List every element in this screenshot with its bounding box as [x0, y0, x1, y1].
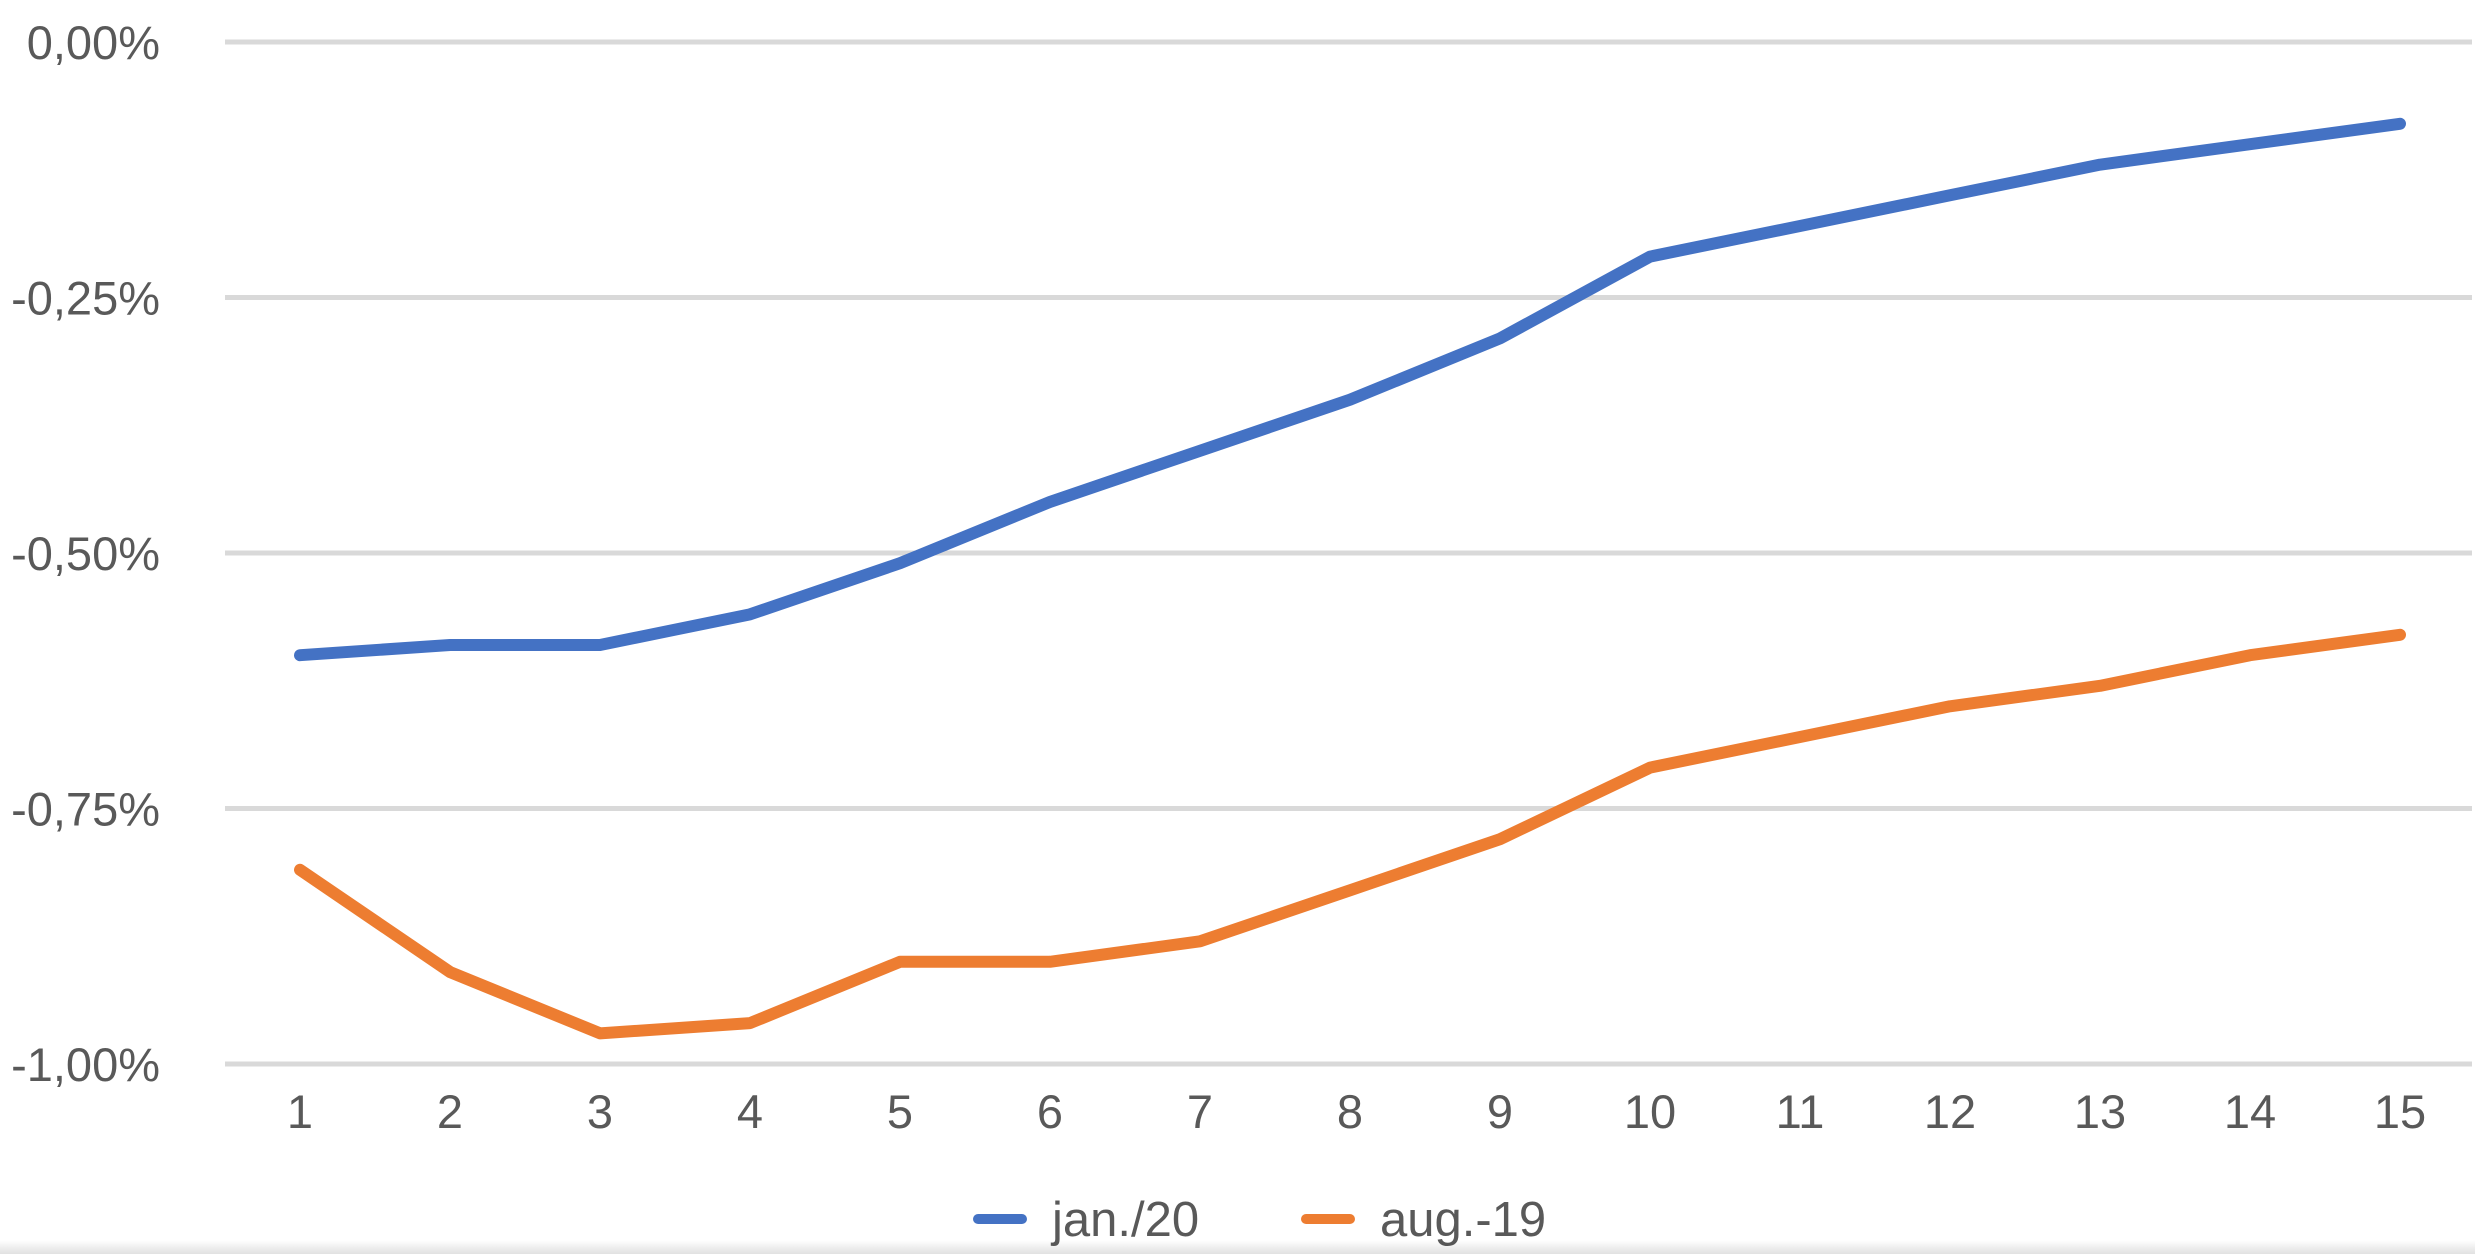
legend: jan./20 aug.-19	[973, 1193, 1546, 1247]
x-tick-label: 6	[1037, 1085, 1063, 1138]
x-tick-label: 5	[887, 1085, 913, 1138]
x-tick-label: 14	[2224, 1085, 2276, 1138]
x-tick-label: 12	[1924, 1085, 1976, 1138]
legend-label: aug.-19	[1380, 1193, 1546, 1247]
gridlines	[225, 39, 2472, 1067]
series-line-2	[294, 628, 2406, 1040]
x-tick-label: 7	[1187, 1085, 1213, 1138]
x-tick-label: 3	[587, 1085, 613, 1138]
y-axis-ticks: 0,00% -0,25% -0,50% -0,75% -1,00%	[11, 16, 160, 1091]
x-tick-label: 4	[737, 1085, 763, 1138]
x-tick-label: 1	[287, 1085, 313, 1138]
x-tick-label: 8	[1337, 1085, 1363, 1138]
legend-label: jan./20	[1050, 1193, 1199, 1247]
x-tick-label: 11	[1776, 1085, 1825, 1138]
x-tick-label: 13	[2074, 1085, 2126, 1138]
bottom-edge-shadow	[0, 1240, 2475, 1254]
y-tick-label: 0,00%	[27, 16, 160, 69]
y-tick-label: -0,75%	[11, 783, 160, 836]
series-lines	[294, 117, 2406, 1040]
x-tick-label: 10	[1624, 1085, 1676, 1138]
y-tick-label: -1,00%	[11, 1038, 160, 1091]
y-tick-label: -0,50%	[11, 527, 160, 580]
series-line-1	[294, 117, 2406, 662]
x-tick-label: 2	[437, 1085, 463, 1138]
x-axis-ticks: 1 2 3 4 5 6 7 8 9 10 11 12 13 14 15	[287, 1085, 2426, 1138]
x-tick-label: 9	[1487, 1085, 1513, 1138]
y-tick-label: -0,25%	[11, 272, 160, 325]
x-tick-label: 15	[2374, 1085, 2426, 1138]
